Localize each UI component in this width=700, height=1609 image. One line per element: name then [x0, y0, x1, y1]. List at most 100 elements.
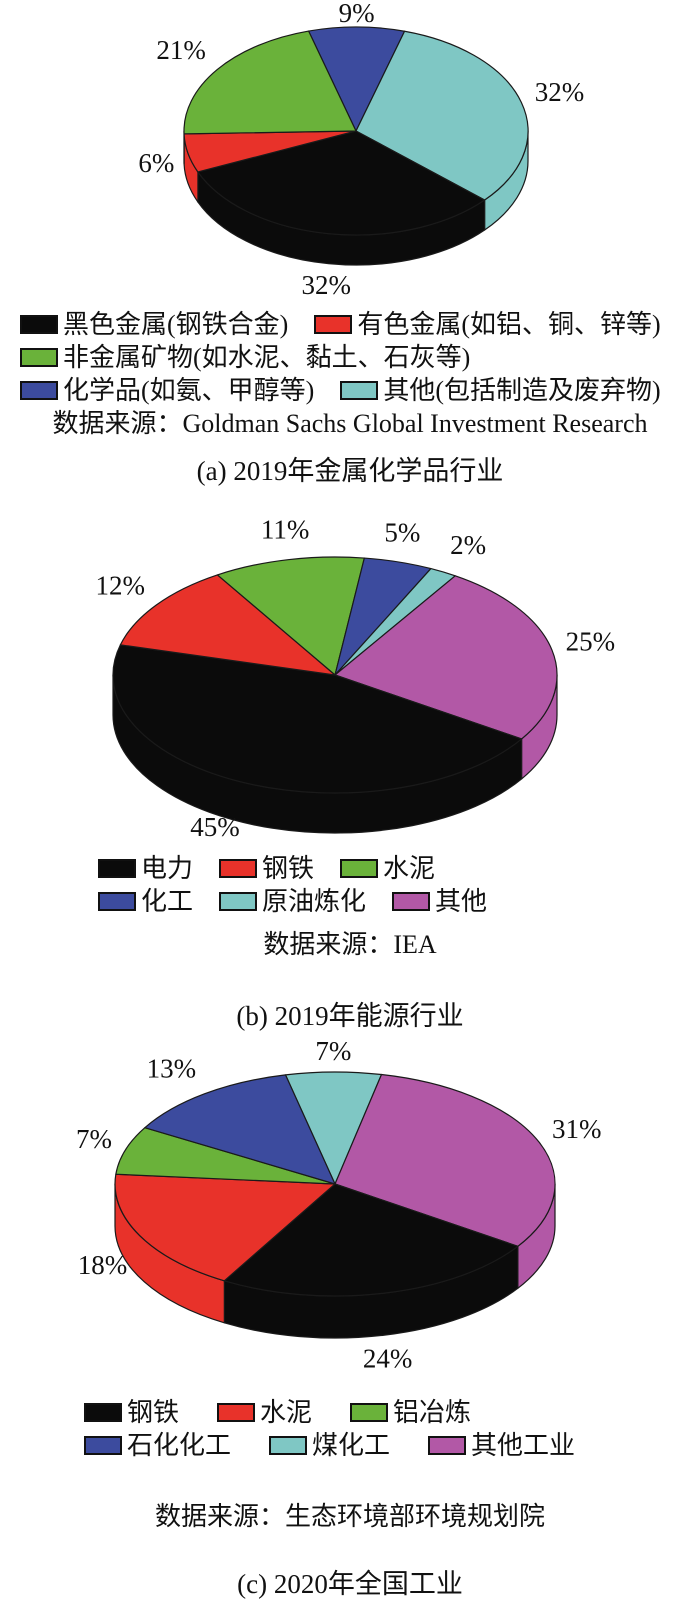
legend-swatch-icon — [340, 859, 379, 878]
legend-item: 煤化工 — [269, 1429, 390, 1462]
slice-percent-label: 13% — [147, 1054, 197, 1084]
slice-percent-label: 25% — [566, 626, 616, 656]
legend-row: 石化化工 煤化工 其他工业 — [0, 1429, 700, 1462]
legend-item: 有色金属(如铝、铜、锌等) — [314, 308, 661, 341]
slice-percent-label: 2% — [450, 530, 486, 560]
legend-swatch-icon — [314, 315, 353, 334]
legend-row: 化工 原油炼化 其他 — [0, 885, 700, 918]
slice-percent-label: 31% — [552, 1114, 602, 1144]
legend-item: 石化化工 — [84, 1429, 231, 1462]
legend-item-label: 有色金属(如铝、铜、锌等) — [357, 310, 661, 339]
legend-national-industry: 钢铁 水泥 铝冶炼石化化工 煤化工 其他工业 — [0, 1396, 700, 1462]
legend-row: 黑色金属(钢铁合金) 有色金属(如铝、铜、锌等) — [0, 308, 700, 341]
legend-item-label: 水泥 — [383, 854, 436, 883]
pie-chart-metal-chemical: 9% 32% 32% 6% 21% — [138, 0, 585, 300]
legend-item-label: 化工 — [141, 887, 194, 916]
slice-percent-label: 9% — [339, 0, 375, 28]
figure-national-industry-2020: 7% 31% 24% 18% 7% 13% 钢铁 水泥 铝冶炼石化化工 煤化工 其他工业 数据来源… — [0, 1038, 700, 1600]
slice-percent-label: 18% — [78, 1250, 128, 1280]
legend-swatch-icon — [219, 859, 258, 878]
legend-item-label: 铝冶炼 — [393, 1398, 472, 1427]
pie-slice-黑色金属(钢铁合金) — [197, 130, 486, 236]
legend-item-label: 煤化工 — [312, 1431, 391, 1460]
pie-slice-化学品(如氨、甲醇等) — [307, 26, 406, 132]
legend-item: 钢铁 — [219, 852, 314, 885]
caption-c: (c) 2020年全国工业 — [237, 1569, 463, 1599]
legend-item-label: 钢铁 — [262, 854, 315, 883]
pie-slice-水泥 — [114, 1173, 336, 1282]
legend-swatch-icon — [84, 1403, 122, 1422]
legend-swatch-icon — [217, 1403, 256, 1422]
legend-item-label: 原油炼化 — [262, 887, 367, 916]
legend-item: 化学品(如氨、甲醇等) — [20, 374, 314, 407]
slice-percent-label: 7% — [315, 1038, 351, 1066]
legend-swatch-icon — [428, 1436, 467, 1455]
legend-item-label: 电力 — [141, 854, 194, 883]
legend-swatch-icon — [84, 1436, 122, 1455]
pie-slice-石化化工 — [144, 1074, 336, 1185]
pie-slice-其他(包括制造及废弃物) — [355, 30, 529, 201]
legend-swatch-icon — [340, 381, 379, 400]
legend-energy: 电力 钢铁 水泥化工 原油炼化 其他 — [0, 852, 700, 918]
pie-slice-钢铁 — [223, 1183, 519, 1297]
legend-row: 电力 钢铁 水泥 — [0, 852, 700, 885]
legend-swatch-icon — [20, 381, 58, 400]
slice-percent-label: 5% — [384, 517, 420, 547]
slice-percent-label: 32% — [535, 77, 585, 107]
legend-swatch-icon — [269, 1436, 308, 1455]
legend-item-label: 黑色金属(钢铁合金) — [63, 310, 289, 339]
legend-item-label: 非金属矿物(如水泥、黏土、石灰等) — [63, 343, 471, 372]
slice-percent-label: 21% — [156, 35, 206, 65]
slice-percent-label: 32% — [302, 270, 352, 300]
legend-item: 原油炼化 — [219, 885, 366, 918]
legend-swatch-icon — [350, 1403, 389, 1422]
slice-percent-label: 7% — [76, 1124, 112, 1154]
legend-item: 钢铁 — [84, 1396, 179, 1429]
legend-item-label: 其他(包括制造及废弃物) — [383, 376, 661, 405]
pie-slice-其他工业 — [334, 1073, 556, 1247]
slice-percent-label: 12% — [96, 571, 146, 601]
legend-item: 化工 — [98, 885, 193, 918]
legend-item: 电力 — [98, 852, 193, 885]
legend-swatch-icon — [98, 859, 136, 878]
source-text-c: 数据来源：生态环境部环境规划院 — [154, 1502, 545, 1531]
legend-item-label: 水泥 — [260, 1398, 313, 1427]
caption-b: (b) 2019年能源行业 — [236, 1001, 464, 1031]
pie-slice-钢铁 — [119, 574, 336, 676]
legend-item-label: 钢铁 — [127, 1398, 180, 1427]
pie-chart-national-industry: 7% 31% 24% 18% 7% 13% — [76, 1038, 602, 1374]
legend-row: 化学品(如氨、甲醇等) 其他(包括制造及废弃物) — [0, 374, 700, 407]
pie-slice-水泥 — [216, 556, 365, 676]
legend-swatch-icon — [98, 892, 136, 911]
legend-item-label: 石化化工 — [127, 1431, 232, 1460]
legend-swatch-icon — [392, 892, 431, 911]
legend-item: 铝冶炼 — [350, 1396, 471, 1429]
pie-slice-非金属矿物(如水泥、黏土、石灰等) — [183, 30, 357, 135]
legend-item: 水泥 — [340, 852, 435, 885]
pie-slice-其他 — [334, 575, 558, 740]
pie-chart-energy: 11% 5% 2% 25% 45% 12% — [96, 515, 616, 842]
legend-item: 其他(包括制造及废弃物) — [340, 374, 661, 407]
legend-item: 水泥 — [217, 1396, 312, 1429]
legend-item: 非金属矿物(如水泥、黏土、石灰等) — [20, 341, 470, 374]
slice-percent-label: 45% — [190, 812, 240, 842]
slice-percent-label: 11% — [261, 515, 310, 545]
source-text-b: 数据来源：IEA — [263, 930, 437, 959]
source-text-a: 数据来源：Goldman Sachs Global Investment Res… — [52, 409, 648, 438]
figure-metal-chemical-2019: 9% 32% 32% 6% 21% 黑色金属(钢铁合金) 有色金属(如铝、铜、锌等) 非金属… — [0, 0, 700, 487]
legend-swatch-icon — [20, 348, 58, 367]
legend-item: 其他 — [392, 885, 487, 918]
legend-item-label: 其他工业 — [471, 1431, 576, 1460]
legend-item-label: 化学品(如氨、甲醇等) — [63, 376, 315, 405]
legend-item-label: 其他 — [435, 887, 488, 916]
legend-row: 非金属矿物(如水泥、黏土、石灰等) — [0, 341, 700, 374]
slice-percent-label: 6% — [138, 148, 174, 178]
legend-item: 黑色金属(钢铁合金) — [20, 308, 288, 341]
legend-swatch-icon — [219, 892, 258, 911]
caption-a: (a) 2019年金属化学品行业 — [196, 456, 504, 486]
legend-swatch-icon — [20, 315, 58, 334]
slice-percent-label: 24% — [363, 1344, 413, 1374]
legend-metal-chemical: 黑色金属(钢铁合金) 有色金属(如铝、铜、锌等) 非金属矿物(如水泥、黏土、石灰等)… — [0, 308, 700, 407]
